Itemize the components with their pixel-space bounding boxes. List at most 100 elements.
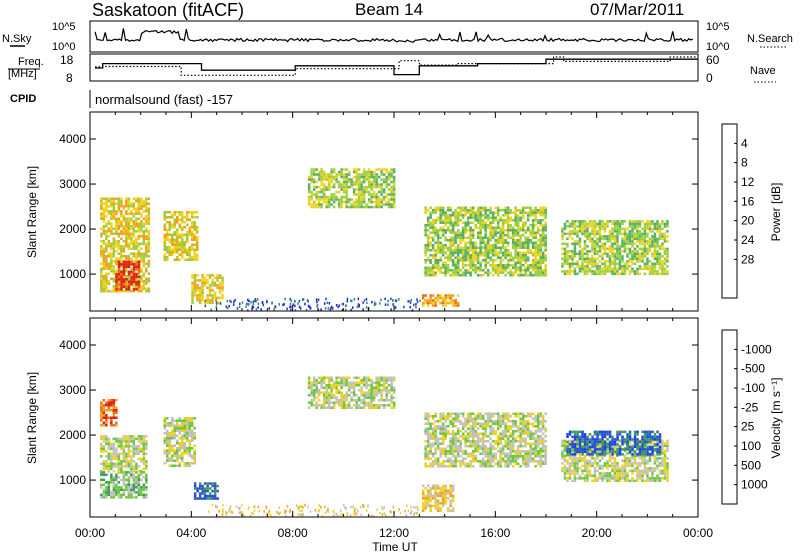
echo-cell — [626, 252, 629, 256]
echo-cell — [456, 417, 460, 420]
echo-cell — [110, 252, 113, 255]
echo-cell — [491, 422, 495, 425]
echo-cell — [173, 424, 176, 427]
echo-cell — [511, 412, 515, 415]
echo-cell — [206, 489, 209, 493]
echo-cell — [461, 231, 465, 234]
echo-cell — [191, 434, 194, 437]
echo-cell — [429, 261, 432, 264]
echo-cell — [459, 251, 462, 254]
echo-cell — [434, 229, 437, 232]
echo-cell — [350, 180, 353, 184]
echo-cell — [125, 270, 128, 273]
echo-cell — [191, 447, 194, 450]
echo-cell — [312, 381, 316, 384]
echo-cell — [163, 427, 166, 430]
echo-cell — [130, 260, 133, 264]
echo-cell — [514, 425, 517, 428]
echo-cell — [454, 445, 457, 448]
echo-cell — [521, 440, 525, 443]
echo-cell — [509, 442, 512, 445]
echo-cell — [367, 185, 371, 189]
echo-cell — [491, 415, 495, 418]
echo-cell — [163, 439, 166, 442]
echo-cell — [110, 481, 113, 484]
echo-cell — [312, 391, 316, 394]
echo-cell — [446, 452, 450, 455]
echo-cell — [186, 434, 189, 437]
echo-cell — [188, 417, 191, 420]
echo-cell — [135, 285, 138, 288]
echo-cell — [294, 300, 296, 303]
echo-cell — [201, 289, 204, 292]
echo-cell — [117, 210, 121, 213]
echo-cell — [102, 491, 106, 494]
echo-cell — [168, 447, 171, 450]
echo-cell — [208, 286, 212, 290]
echo-cell — [298, 299, 301, 303]
echo-cell — [345, 376, 348, 379]
echo-cell — [471, 236, 475, 239]
echo-cell — [132, 491, 136, 494]
echo-cell — [576, 232, 579, 236]
echo-cell — [370, 379, 373, 382]
echo-cell — [210, 308, 212, 312]
echo-cell — [350, 205, 353, 209]
echo-cell — [130, 217, 133, 220]
echo-cell — [638, 237, 642, 241]
echo-cell — [347, 381, 351, 384]
echo-cell — [573, 252, 577, 256]
echo-cell — [591, 255, 594, 258]
echo-cell — [107, 493, 111, 497]
echo-cell — [127, 265, 131, 269]
echo-cell — [176, 464, 179, 467]
echo-cell — [598, 232, 602, 236]
echo-cell — [327, 399, 331, 402]
echo-cell — [120, 280, 123, 284]
echo-cell — [145, 496, 148, 499]
echo-cell — [521, 241, 525, 244]
echo-cell — [377, 185, 381, 189]
colorbar-frame — [721, 123, 738, 299]
echo-cell — [663, 262, 667, 266]
echo-cell — [203, 487, 207, 490]
echo-cell — [661, 237, 664, 241]
echo-cell — [176, 251, 179, 254]
echo-cell — [449, 249, 452, 252]
echo-cell — [135, 486, 138, 489]
echo-cell — [105, 488, 108, 492]
echo-cell — [387, 188, 391, 191]
echo-cell — [252, 306, 255, 309]
echo-cell — [120, 265, 123, 268]
echo-cell — [476, 231, 480, 234]
echo-cell — [534, 214, 537, 217]
echo-cell — [489, 226, 492, 229]
echo-cell — [213, 284, 217, 287]
echo-cell — [188, 464, 191, 467]
echo-cell — [504, 209, 507, 212]
echo-cell — [471, 435, 475, 438]
echo-cell — [591, 227, 594, 231]
echo-cell — [653, 267, 657, 271]
echo-cell — [626, 247, 629, 251]
echo-cell — [342, 200, 346, 204]
echo-cell — [218, 284, 222, 287]
echo-cell — [421, 296, 425, 300]
echo-cell — [486, 455, 490, 458]
echo-cell — [606, 267, 609, 271]
echo-cell — [494, 206, 497, 209]
echo-cell — [385, 399, 388, 402]
freq-panel-frame — [89, 53, 699, 82]
echo-cell — [466, 249, 470, 252]
echo-cell — [539, 211, 542, 214]
echo-cell — [163, 213, 166, 216]
echo-cell — [464, 224, 467, 227]
echo-cell — [451, 437, 455, 440]
echo-cell — [390, 396, 393, 399]
echo-cell — [516, 214, 520, 217]
echo-cell — [439, 241, 442, 244]
echo-cell — [516, 234, 520, 237]
echo-cell — [352, 175, 356, 179]
echo-cell — [347, 170, 351, 174]
echo-cell — [186, 236, 189, 239]
